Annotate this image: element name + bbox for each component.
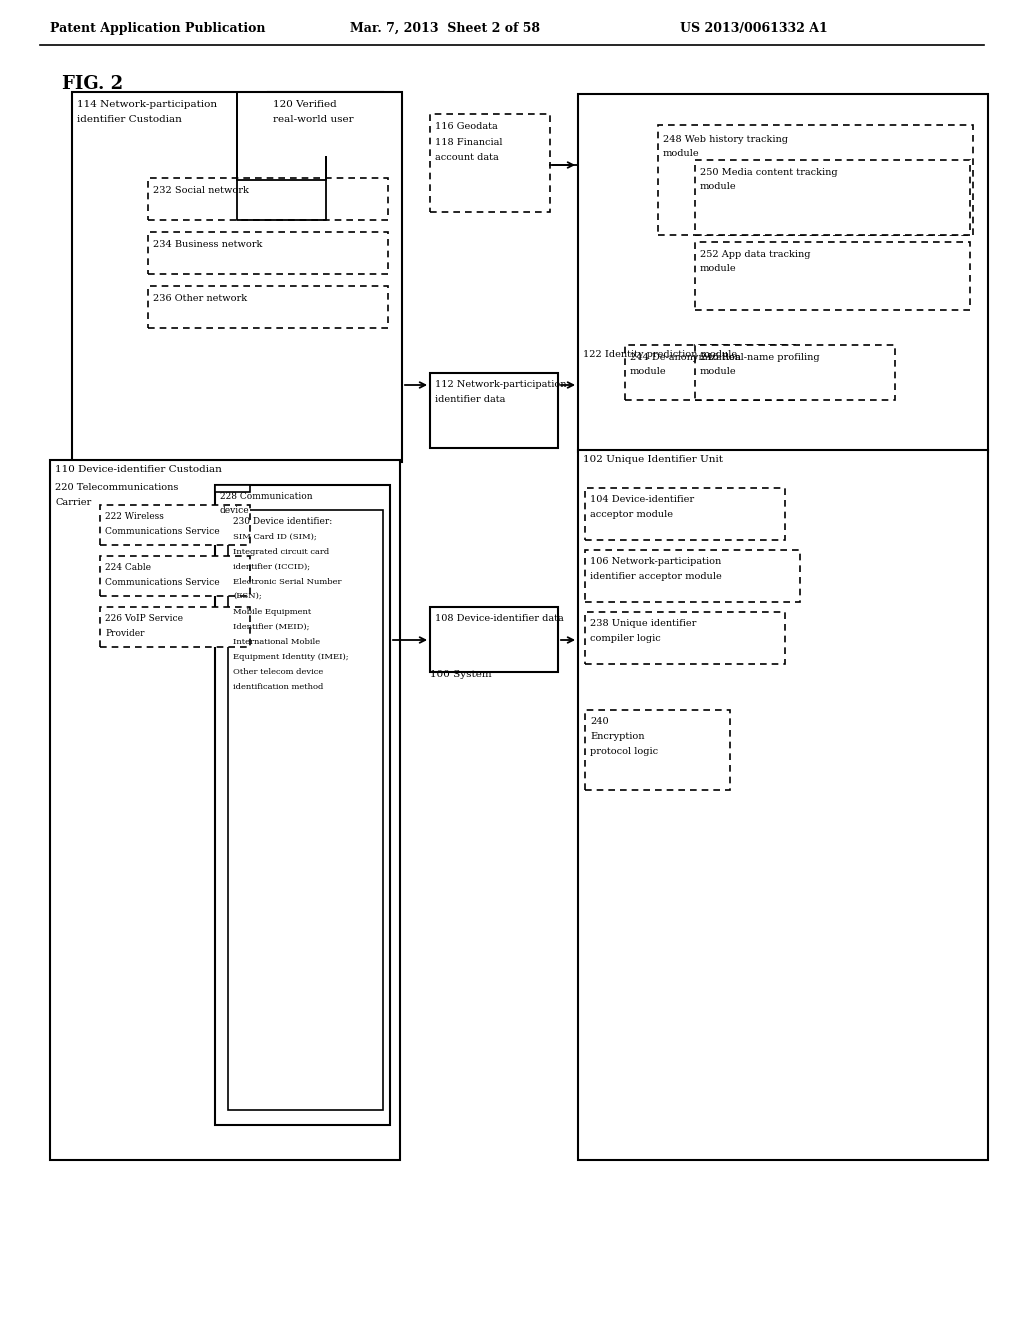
Text: account data: account data: [435, 153, 499, 162]
Text: 106 Network-participation: 106 Network-participation: [590, 557, 721, 566]
Text: real-world user: real-world user: [273, 115, 353, 124]
Bar: [72, 92, 402, 462]
Bar: [625, 345, 795, 400]
Text: protocol logic: protocol logic: [590, 747, 658, 756]
Text: (ESN);: (ESN);: [233, 593, 262, 601]
Text: Patent Application Publication: Patent Application Publication: [50, 22, 265, 36]
Bar: [695, 160, 970, 235]
Text: 224 Cable: 224 Cable: [105, 564, 151, 572]
Bar: [148, 286, 388, 327]
Text: module: module: [700, 264, 736, 273]
Text: module: module: [700, 182, 736, 191]
Text: device: device: [220, 506, 250, 515]
Text: identifier Custodian: identifier Custodian: [77, 115, 182, 124]
Text: module: module: [630, 367, 667, 376]
Text: 118 Financial: 118 Financial: [435, 139, 503, 147]
Bar: [268, 92, 383, 157]
Bar: [215, 484, 390, 1125]
Text: Carrier: Carrier: [55, 498, 91, 507]
Text: SIM Card ID (SIM);: SIM Card ID (SIM);: [233, 533, 316, 541]
Text: International Mobile: International Mobile: [233, 638, 321, 645]
Text: 116 Geodata: 116 Geodata: [435, 121, 498, 131]
Text: 244 De-anonymization: 244 De-anonymization: [630, 352, 741, 362]
Text: FIG. 2: FIG. 2: [62, 75, 123, 92]
Bar: [585, 488, 785, 540]
Text: 236 Other network: 236 Other network: [153, 294, 247, 304]
Bar: [100, 506, 250, 545]
Text: 220 Telecommunications: 220 Telecommunications: [55, 483, 178, 492]
Text: Communications Service: Communications Service: [105, 527, 219, 536]
Text: 250 Media content tracking: 250 Media content tracking: [700, 168, 838, 177]
Text: 100 System: 100 System: [430, 671, 492, 678]
Text: Encryption: Encryption: [590, 733, 644, 741]
Text: Integrated circuit card: Integrated circuit card: [233, 548, 330, 556]
Bar: [695, 345, 895, 400]
Text: Mar. 7, 2013  Sheet 2 of 58: Mar. 7, 2013 Sheet 2 of 58: [350, 22, 540, 36]
Text: identifier data: identifier data: [435, 395, 506, 404]
Text: 112 Network-participation: 112 Network-participation: [435, 380, 566, 389]
Bar: [585, 550, 800, 602]
Bar: [578, 94, 988, 451]
Text: 252 App data tracking: 252 App data tracking: [700, 249, 811, 259]
Text: Provider: Provider: [105, 630, 144, 638]
Text: 240: 240: [590, 717, 608, 726]
Text: 238 Unique identifier: 238 Unique identifier: [590, 619, 696, 628]
Bar: [215, 484, 250, 492]
Bar: [695, 242, 970, 310]
Bar: [228, 510, 383, 1110]
Text: Other telecom device: Other telecom device: [233, 668, 324, 676]
Bar: [148, 178, 388, 220]
Bar: [585, 710, 730, 789]
Text: US 2013/0061332 A1: US 2013/0061332 A1: [680, 22, 827, 36]
Text: 114 Network-participation: 114 Network-participation: [77, 100, 217, 110]
Text: Equipment Identity (IMEI);: Equipment Identity (IMEI);: [233, 653, 348, 661]
Bar: [100, 607, 250, 647]
Text: Identifier (MEID);: Identifier (MEID);: [233, 623, 309, 631]
Text: 248 Web history tracking: 248 Web history tracking: [663, 135, 788, 144]
Text: Electronic Serial Number: Electronic Serial Number: [233, 578, 341, 586]
Text: 122 Identity prediction module: 122 Identity prediction module: [583, 350, 737, 359]
Text: acceptor module: acceptor module: [590, 510, 673, 519]
Bar: [430, 114, 550, 213]
Text: 120 Verified: 120 Verified: [273, 100, 337, 110]
Text: 104 Device-identifier: 104 Device-identifier: [590, 495, 694, 504]
Text: 246 Real-name profiling: 246 Real-name profiling: [700, 352, 819, 362]
Bar: [148, 232, 388, 275]
Bar: [430, 374, 558, 447]
Text: 102 Unique Identifier Unit: 102 Unique Identifier Unit: [583, 455, 723, 465]
Text: compiler logic: compiler logic: [590, 634, 660, 643]
Bar: [100, 556, 250, 597]
Bar: [50, 459, 400, 1160]
Bar: [430, 607, 558, 672]
Text: 222 Wireless: 222 Wireless: [105, 512, 164, 521]
Text: identifier acceptor module: identifier acceptor module: [590, 572, 722, 581]
Text: identifier (ICCID);: identifier (ICCID);: [233, 564, 310, 572]
Text: 226 VoIP Service: 226 VoIP Service: [105, 614, 183, 623]
Text: 234 Business network: 234 Business network: [153, 240, 262, 249]
Text: module: module: [663, 149, 699, 158]
Bar: [658, 125, 973, 235]
Text: Communications Service: Communications Service: [105, 578, 219, 587]
Text: 110 Device-identifier Custodian: 110 Device-identifier Custodian: [55, 465, 222, 474]
Text: 108 Device-identifier data: 108 Device-identifier data: [435, 614, 564, 623]
Text: 228 Communication: 228 Communication: [220, 492, 312, 502]
Text: Mobile Equipment: Mobile Equipment: [233, 609, 311, 616]
Text: module: module: [700, 367, 736, 376]
Text: 230 Device identifier:: 230 Device identifier:: [233, 517, 332, 525]
Bar: [585, 612, 785, 664]
Text: 232 Social network: 232 Social network: [153, 186, 249, 195]
Bar: [578, 450, 988, 1160]
Text: identification method: identification method: [233, 682, 324, 690]
